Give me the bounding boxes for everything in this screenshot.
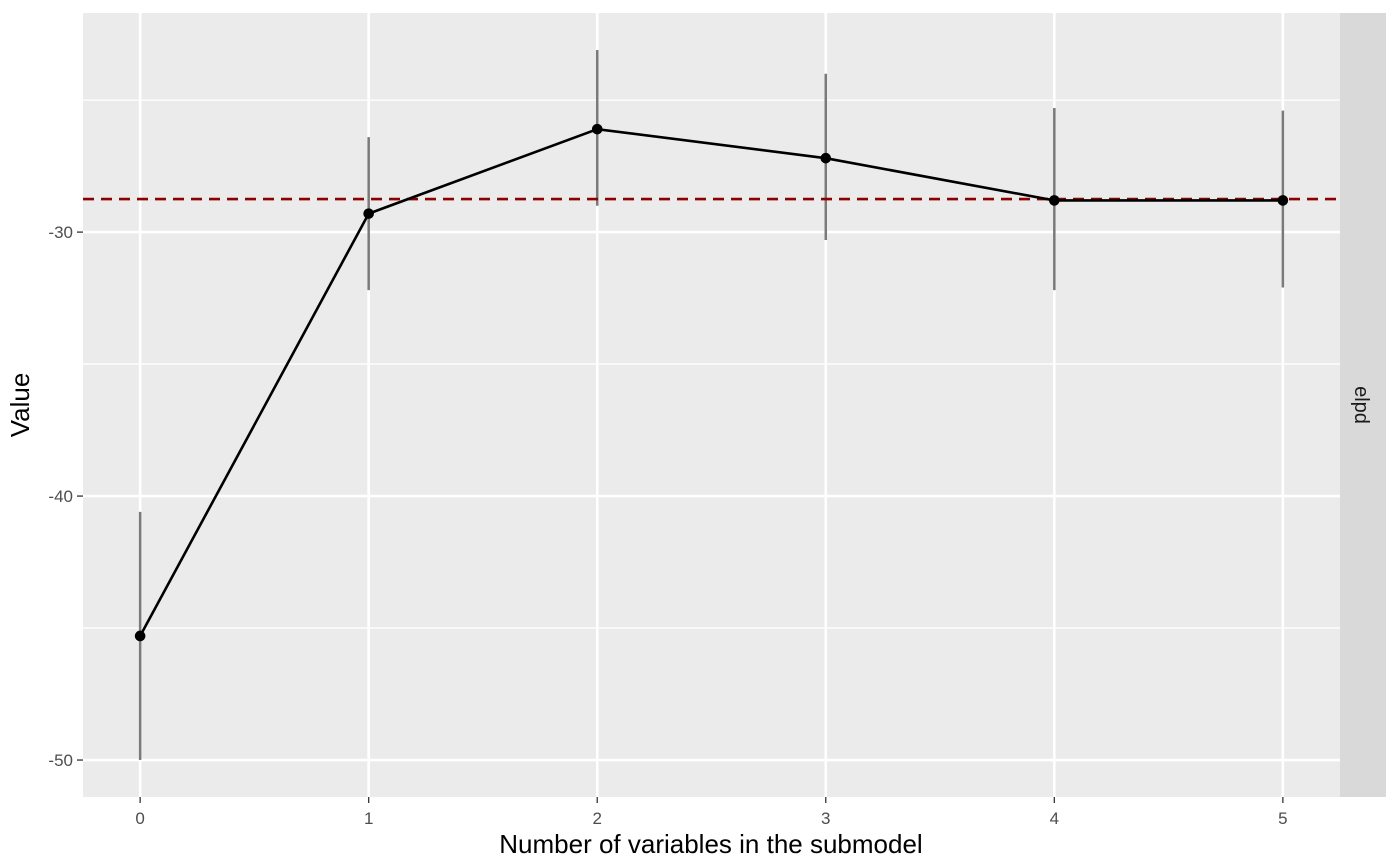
x-tick-label: 5: [1278, 809, 1287, 828]
data-points: [134, 123, 1289, 642]
y-tick-label: -40: [48, 487, 73, 506]
data-point: [134, 630, 146, 642]
x-tick-label: 0: [135, 809, 144, 828]
data-point: [591, 123, 603, 135]
x-tick-label: 1: [364, 809, 373, 828]
y-axis-ticks: -50 -40 -30: [48, 223, 83, 770]
series-line: [138, 127, 1283, 637]
x-axis-title: Number of variables in the submodel: [499, 829, 922, 859]
data-point: [1277, 195, 1289, 206]
x-tick-label: 3: [821, 809, 830, 828]
plot-panel: [83, 13, 1340, 797]
y-tick-label: -30: [48, 223, 73, 242]
data-point: [1049, 195, 1060, 206]
y-axis-title: Value: [5, 373, 35, 438]
data-point: [363, 208, 374, 219]
y-tick-label: -50: [48, 751, 73, 770]
facet-strip: [1340, 13, 1386, 797]
x-tick-label: 2: [592, 809, 601, 828]
facet-strip-label: elpd: [1350, 386, 1372, 424]
data-point: [820, 152, 832, 164]
x-axis-ticks: 0 1 2 3 4 5: [135, 797, 1288, 828]
x-tick-label: 4: [1050, 809, 1059, 828]
minor-gridlines: [83, 99, 1340, 629]
